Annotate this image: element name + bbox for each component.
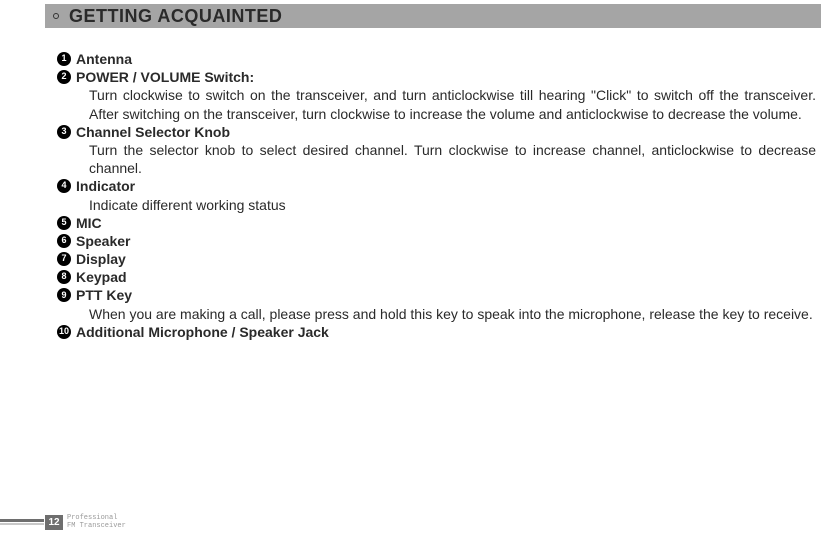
item-number-badge: 4 bbox=[57, 179, 71, 193]
list-item: 6 Speaker bbox=[57, 232, 816, 250]
list-item: 4 Indicator Indicate different working s… bbox=[57, 177, 816, 213]
item-description: Indicate different working status bbox=[89, 196, 816, 214]
footer-rule-dark bbox=[0, 519, 44, 522]
item-title: Indicator bbox=[76, 177, 135, 195]
item-number-badge: 7 bbox=[57, 252, 71, 266]
item-head: 6 Speaker bbox=[57, 232, 816, 250]
list-item: 9 PTT Key When you are making a call, pl… bbox=[57, 286, 816, 322]
item-head: 8 Keypad bbox=[57, 268, 816, 286]
item-title: PTT Key bbox=[76, 286, 132, 304]
item-number-badge: 5 bbox=[57, 216, 71, 230]
footer-text: Professional FM Transceiver bbox=[67, 515, 126, 530]
item-number-badge: 1 bbox=[57, 52, 71, 66]
item-head: 1 Antenna bbox=[57, 50, 816, 68]
list-item: 8 Keypad bbox=[57, 268, 816, 286]
list-item: 7 Display bbox=[57, 250, 816, 268]
bullet-icon bbox=[53, 13, 59, 19]
item-head: 3 Channel Selector Knob bbox=[57, 123, 816, 141]
footer-line2: FM Transceiver bbox=[67, 523, 126, 531]
list-item: 2 POWER / VOLUME Switch: Turn clockwise … bbox=[57, 68, 816, 123]
item-head: 5 MIC bbox=[57, 214, 816, 232]
item-number-badge: 3 bbox=[57, 125, 71, 139]
page-footer: 12 Professional FM Transceiver bbox=[0, 513, 826, 531]
item-title: Keypad bbox=[76, 268, 127, 286]
item-head: 9 PTT Key bbox=[57, 286, 816, 304]
item-number-badge: 10 bbox=[57, 325, 71, 339]
list-item: 3 Channel Selector Knob Turn the selecto… bbox=[57, 123, 816, 178]
item-description: When you are making a call, please press… bbox=[89, 305, 816, 323]
footer-rule-light bbox=[0, 523, 44, 525]
item-description: Turn the selector knob to select desired… bbox=[89, 141, 816, 177]
item-head: 2 POWER / VOLUME Switch: bbox=[57, 68, 816, 86]
item-head: 7 Display bbox=[57, 250, 816, 268]
item-number-badge: 6 bbox=[57, 234, 71, 248]
section-header: GETTING ACQUAINTED bbox=[45, 4, 821, 28]
item-number-badge: 8 bbox=[57, 270, 71, 284]
item-number-badge: 9 bbox=[57, 288, 71, 302]
item-title: Additional Microphone / Speaker Jack bbox=[76, 323, 329, 341]
item-title: Channel Selector Knob bbox=[76, 123, 230, 141]
item-title: Speaker bbox=[76, 232, 130, 250]
item-head: 10 Additional Microphone / Speaker Jack bbox=[57, 323, 816, 341]
page-number: 12 bbox=[45, 515, 63, 530]
section-title: GETTING ACQUAINTED bbox=[69, 6, 282, 27]
content-list: 1 Antenna 2 POWER / VOLUME Switch: Turn … bbox=[57, 50, 816, 341]
list-item: 1 Antenna bbox=[57, 50, 816, 68]
item-title: Antenna bbox=[76, 50, 132, 68]
list-item: 5 MIC bbox=[57, 214, 816, 232]
page-root: GETTING ACQUAINTED 1 Antenna 2 POWER / V… bbox=[0, 0, 826, 555]
item-head: 4 Indicator bbox=[57, 177, 816, 195]
item-title: MIC bbox=[76, 214, 102, 232]
list-item: 10 Additional Microphone / Speaker Jack bbox=[57, 323, 816, 341]
item-number-badge: 2 bbox=[57, 70, 71, 84]
item-description: Turn clockwise to switch on the transcei… bbox=[89, 86, 816, 122]
item-title: Display bbox=[76, 250, 126, 268]
item-title: POWER / VOLUME Switch: bbox=[76, 68, 254, 86]
